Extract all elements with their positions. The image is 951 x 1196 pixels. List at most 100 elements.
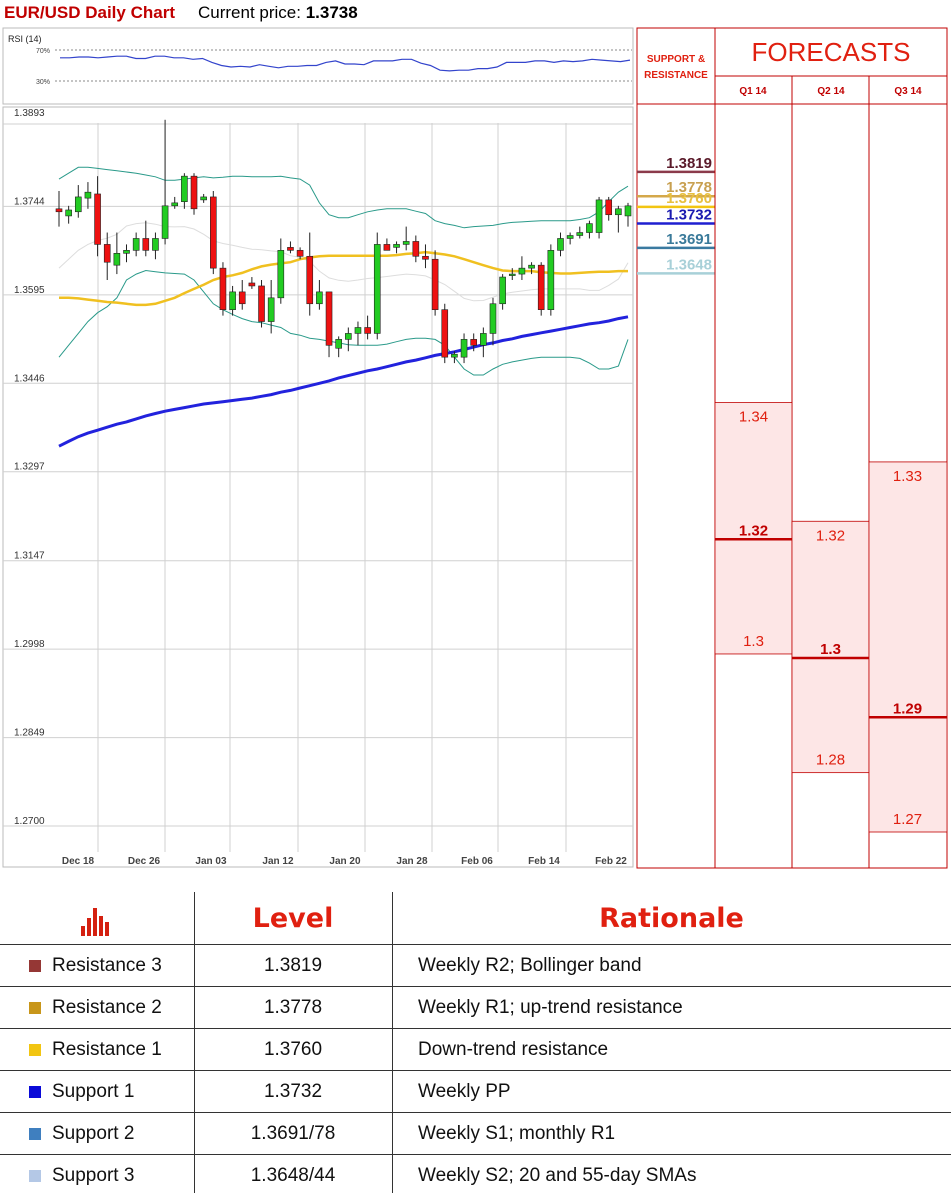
row-rationale: Down-trend resistance bbox=[418, 1038, 609, 1060]
x-tick-label: Jan 12 bbox=[262, 856, 294, 867]
candle-body bbox=[345, 333, 352, 340]
x-tick-label: Feb 22 bbox=[595, 856, 627, 867]
sr-title-2: RESISTANCE bbox=[644, 70, 708, 81]
sr-level-label: 1.3691 bbox=[666, 231, 712, 248]
row-rationale: Weekly R2; Bollinger band bbox=[418, 954, 642, 976]
table-hline bbox=[0, 944, 951, 945]
forecast-mid-label: 1.3 bbox=[820, 641, 841, 658]
rationale-header: Rationale bbox=[599, 902, 744, 934]
chart-svg: RSI (14) 70% 30% 1.3893 1.3744 1.3595 1.344… bbox=[2, 27, 948, 869]
sr-panel bbox=[636, 27, 716, 869]
table-row: Support 1 1.3732 Weekly PP bbox=[0, 1071, 951, 1112]
candle-body bbox=[528, 264, 535, 269]
candle-body bbox=[518, 267, 526, 275]
table-hline bbox=[0, 986, 951, 987]
row-rationale: Weekly S2; 20 and 55-day SMAs bbox=[418, 1164, 697, 1186]
candle-body bbox=[605, 199, 613, 216]
candle-body bbox=[219, 267, 227, 310]
y-tick-label: 1.3147 bbox=[14, 551, 45, 562]
row-level: 1.3648/44 bbox=[250, 1164, 336, 1186]
forecast-mid-label: 1.32 bbox=[739, 522, 768, 539]
table-vline bbox=[392, 892, 393, 1193]
y-tick-label: 1.2700 bbox=[14, 816, 45, 827]
y-tick-label: 1.3893 bbox=[14, 108, 45, 119]
y-tick-label: 1.3744 bbox=[14, 196, 45, 207]
levels-table: Level Rationale Resistance 3 1.3819 Week… bbox=[0, 892, 951, 1193]
forecast-high-label: 1.33 bbox=[893, 468, 922, 485]
table-hline bbox=[0, 1154, 951, 1155]
rsi-panel bbox=[2, 27, 634, 105]
candle-body bbox=[296, 250, 304, 257]
table-row: Resistance 2 1.3778 Weekly R1; up-trend … bbox=[0, 987, 951, 1028]
candle-body bbox=[557, 238, 564, 251]
candle-body bbox=[94, 193, 101, 245]
bollinger-middle bbox=[58, 222, 629, 302]
candle-body bbox=[586, 223, 593, 233]
forecast-mid-label: 1.29 bbox=[893, 700, 922, 717]
row-color-swatch bbox=[29, 1044, 41, 1056]
forecast-low-label: 1.3 bbox=[743, 633, 764, 650]
row-name: Support 1 bbox=[52, 1080, 135, 1102]
candle-body bbox=[354, 327, 362, 334]
table-row: Resistance 1 1.3760 Down-trend resistanc… bbox=[0, 1029, 951, 1070]
candle-body bbox=[335, 339, 342, 349]
table-hline bbox=[0, 1112, 951, 1113]
forecast-range-bar bbox=[868, 461, 948, 833]
table-row: Resistance 3 1.3819 Weekly R2; Bollinger… bbox=[0, 945, 951, 986]
x-tick-label: Jan 28 bbox=[396, 856, 428, 867]
row-rationale: Weekly R1; up-trend resistance bbox=[418, 996, 683, 1018]
candle-body bbox=[460, 339, 468, 358]
y-tick-label: 1.2998 bbox=[14, 639, 45, 650]
quarter-q3: Q3 14 bbox=[894, 86, 922, 97]
quarter-q1: Q1 14 bbox=[739, 86, 767, 97]
bollinger-bands bbox=[58, 166, 629, 376]
level-header: Level bbox=[252, 902, 334, 934]
candle-body bbox=[74, 196, 82, 213]
candle-body bbox=[200, 196, 207, 201]
chart-title-bar: EUR/USD Daily Chart Current price: 1.373… bbox=[0, 0, 636, 26]
candle-body bbox=[161, 205, 169, 239]
sr-level-label: 1.3732 bbox=[666, 207, 712, 224]
candle-body bbox=[451, 353, 458, 358]
candle-body bbox=[547, 250, 555, 310]
candle-body bbox=[576, 232, 584, 236]
candle-body bbox=[383, 244, 391, 251]
candle-body bbox=[373, 244, 381, 334]
forecast-low-label: 1.27 bbox=[893, 811, 922, 828]
candle-body bbox=[499, 276, 506, 305]
sr-level-label: 1.3648 bbox=[666, 256, 712, 273]
candle-body bbox=[258, 285, 265, 322]
y-tick-label: 1.3446 bbox=[14, 373, 45, 384]
candle-body bbox=[152, 238, 159, 251]
row-color-swatch bbox=[29, 1170, 41, 1182]
row-rationale: Weekly PP bbox=[418, 1080, 511, 1102]
bar-chart-icon bbox=[0, 892, 194, 944]
bollinger-upper bbox=[58, 166, 629, 229]
candle-body bbox=[142, 238, 150, 251]
candle-body bbox=[316, 291, 323, 305]
table-row: Support 2 1.3691/78 Weekly S1; monthly R… bbox=[0, 1113, 951, 1154]
y-tick-label: 1.3297 bbox=[14, 462, 45, 473]
forecast-low-label: 1.28 bbox=[816, 752, 845, 769]
row-name: Support 3 bbox=[52, 1164, 135, 1186]
y-axis: 1.3893 1.3744 1.3595 1.3446 1.3297 1.3147 1.29… bbox=[14, 108, 45, 827]
candle-body bbox=[103, 244, 111, 263]
candle-body bbox=[431, 258, 439, 310]
row-level: 1.3732 bbox=[263, 1080, 323, 1102]
table-header: Level Rationale bbox=[0, 892, 951, 944]
moving-averages bbox=[58, 250, 629, 448]
row-color-swatch bbox=[29, 1128, 41, 1140]
candle-body bbox=[508, 273, 516, 276]
candle-body bbox=[229, 291, 236, 310]
rsi-label: RSI (14) bbox=[8, 34, 42, 44]
candle-body bbox=[364, 327, 371, 334]
table-hline bbox=[0, 1028, 951, 1029]
candle-body bbox=[441, 309, 449, 358]
current-price-value: 1.3738 bbox=[305, 3, 358, 22]
candle-body bbox=[470, 339, 477, 346]
row-name: Resistance 3 bbox=[52, 954, 162, 976]
table-vline bbox=[194, 892, 195, 1193]
rsi-line bbox=[60, 55, 631, 72]
row-level: 1.3778 bbox=[263, 996, 323, 1018]
